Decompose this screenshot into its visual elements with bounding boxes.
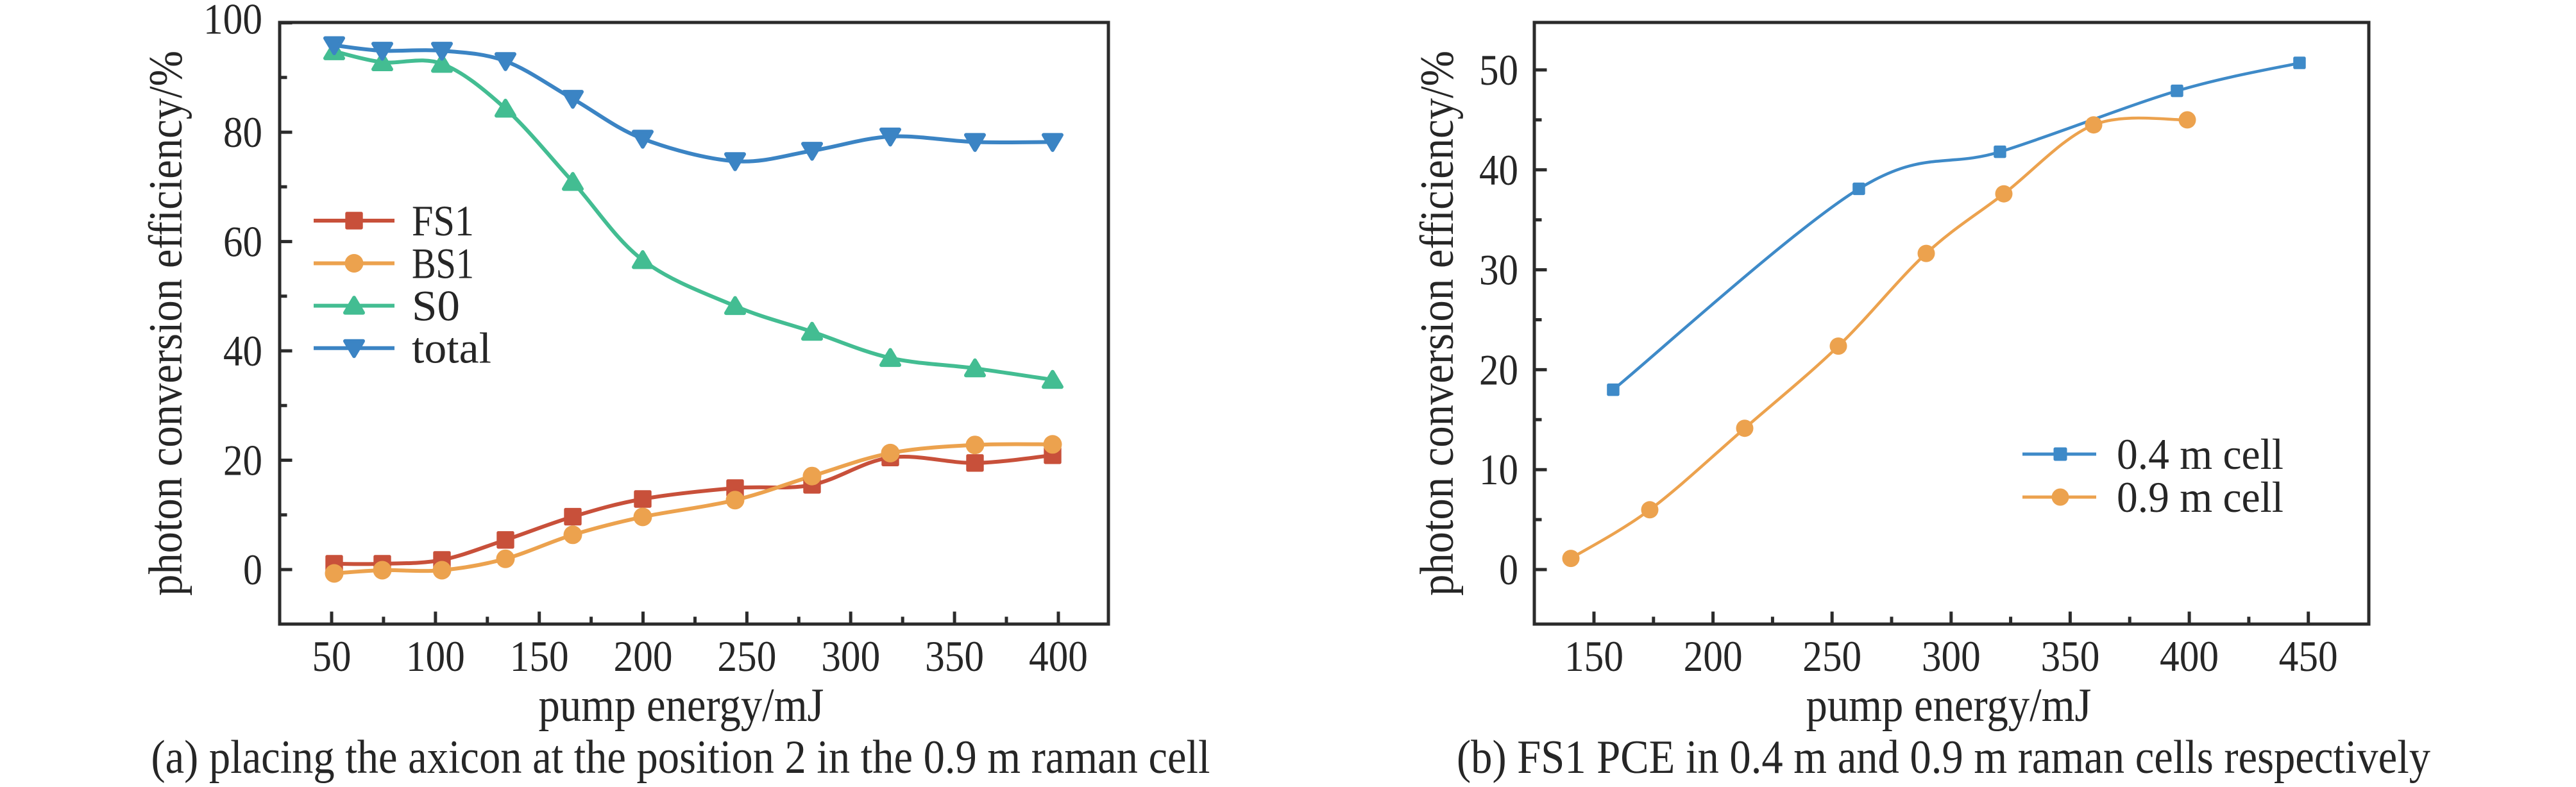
svg-text:350: 350 xyxy=(2040,632,2099,681)
svg-text:450: 450 xyxy=(2279,632,2338,681)
svg-text:400: 400 xyxy=(1029,632,1088,681)
svg-text:100: 100 xyxy=(203,0,262,44)
svg-text:250: 250 xyxy=(717,632,776,681)
svg-text:80: 80 xyxy=(223,108,262,157)
svg-text:100: 100 xyxy=(406,632,465,681)
svg-text:pump energy/mJ: pump energy/mJ xyxy=(1806,679,2092,732)
svg-text:50: 50 xyxy=(1479,46,1518,94)
svg-text:0: 0 xyxy=(243,545,262,594)
svg-text:photon conversion efficiency/%: photon conversion efficiency/% xyxy=(1411,51,1464,596)
svg-text:total: total xyxy=(412,324,491,373)
svg-text:300: 300 xyxy=(821,632,880,681)
svg-text:FS1: FS1 xyxy=(412,196,474,245)
svg-text:400: 400 xyxy=(2160,632,2219,681)
svg-text:(b) FS1 PCE in 0.4 m and 0.9 m: (b) FS1 PCE in 0.4 m and 0.9 m raman cel… xyxy=(1457,731,2430,784)
svg-text:(a) placing the axicon at the: (a) placing the axicon at the position 2… xyxy=(151,731,1210,784)
svg-text:photon conversion efficiency/%: photon conversion efficiency/% xyxy=(140,51,192,596)
svg-text:20: 20 xyxy=(223,436,262,485)
svg-text:150: 150 xyxy=(510,632,569,681)
svg-text:60: 60 xyxy=(223,217,262,266)
svg-text:BS1: BS1 xyxy=(412,239,474,288)
svg-text:200: 200 xyxy=(614,632,673,681)
svg-text:40: 40 xyxy=(223,326,262,375)
svg-text:0.9 m cell: 0.9 m cell xyxy=(2117,473,2284,521)
svg-text:250: 250 xyxy=(1802,632,1861,681)
svg-text:0.4 m cell: 0.4 m cell xyxy=(2117,430,2284,478)
svg-text:150: 150 xyxy=(1564,632,1623,681)
svg-text:10: 10 xyxy=(1479,445,1518,494)
svg-text:S0: S0 xyxy=(412,282,460,330)
svg-text:300: 300 xyxy=(1922,632,1981,681)
svg-text:40: 40 xyxy=(1479,146,1518,194)
svg-text:350: 350 xyxy=(925,632,984,681)
svg-text:30: 30 xyxy=(1479,246,1518,294)
svg-text:0: 0 xyxy=(1499,545,1518,594)
svg-text:200: 200 xyxy=(1684,632,1743,681)
svg-text:50: 50 xyxy=(312,632,352,681)
svg-text:pump energy/mJ: pump energy/mJ xyxy=(539,679,824,732)
svg-text:20: 20 xyxy=(1479,345,1518,394)
